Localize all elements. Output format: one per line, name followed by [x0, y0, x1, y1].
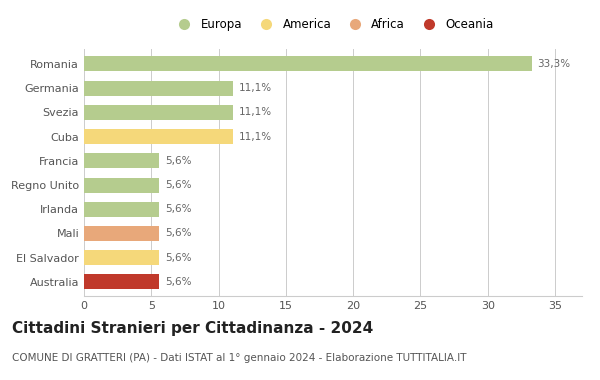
Text: 11,1%: 11,1% — [239, 131, 272, 142]
Bar — [84, 177, 160, 193]
Bar — [84, 250, 160, 265]
Text: Cittadini Stranieri per Cittadinanza - 2024: Cittadini Stranieri per Cittadinanza - 2… — [12, 321, 373, 336]
Bar — [84, 274, 160, 290]
Bar — [84, 153, 160, 168]
Legend: Europa, America, Africa, Oceania: Europa, America, Africa, Oceania — [170, 16, 496, 33]
Text: 5,6%: 5,6% — [165, 180, 191, 190]
Text: 5,6%: 5,6% — [165, 156, 191, 166]
Bar — [84, 226, 160, 241]
Bar — [84, 105, 233, 120]
Bar — [84, 129, 233, 144]
Bar — [84, 81, 233, 96]
Text: 33,3%: 33,3% — [538, 59, 571, 69]
Text: 11,1%: 11,1% — [239, 108, 272, 117]
Bar — [84, 202, 160, 217]
Text: COMUNE DI GRATTERI (PA) - Dati ISTAT al 1° gennaio 2024 - Elaborazione TUTTITALI: COMUNE DI GRATTERI (PA) - Dati ISTAT al … — [12, 353, 467, 363]
Bar — [84, 56, 532, 71]
Text: 11,1%: 11,1% — [239, 83, 272, 93]
Text: 5,6%: 5,6% — [165, 253, 191, 263]
Text: 5,6%: 5,6% — [165, 277, 191, 287]
Text: 5,6%: 5,6% — [165, 228, 191, 238]
Text: 5,6%: 5,6% — [165, 204, 191, 214]
